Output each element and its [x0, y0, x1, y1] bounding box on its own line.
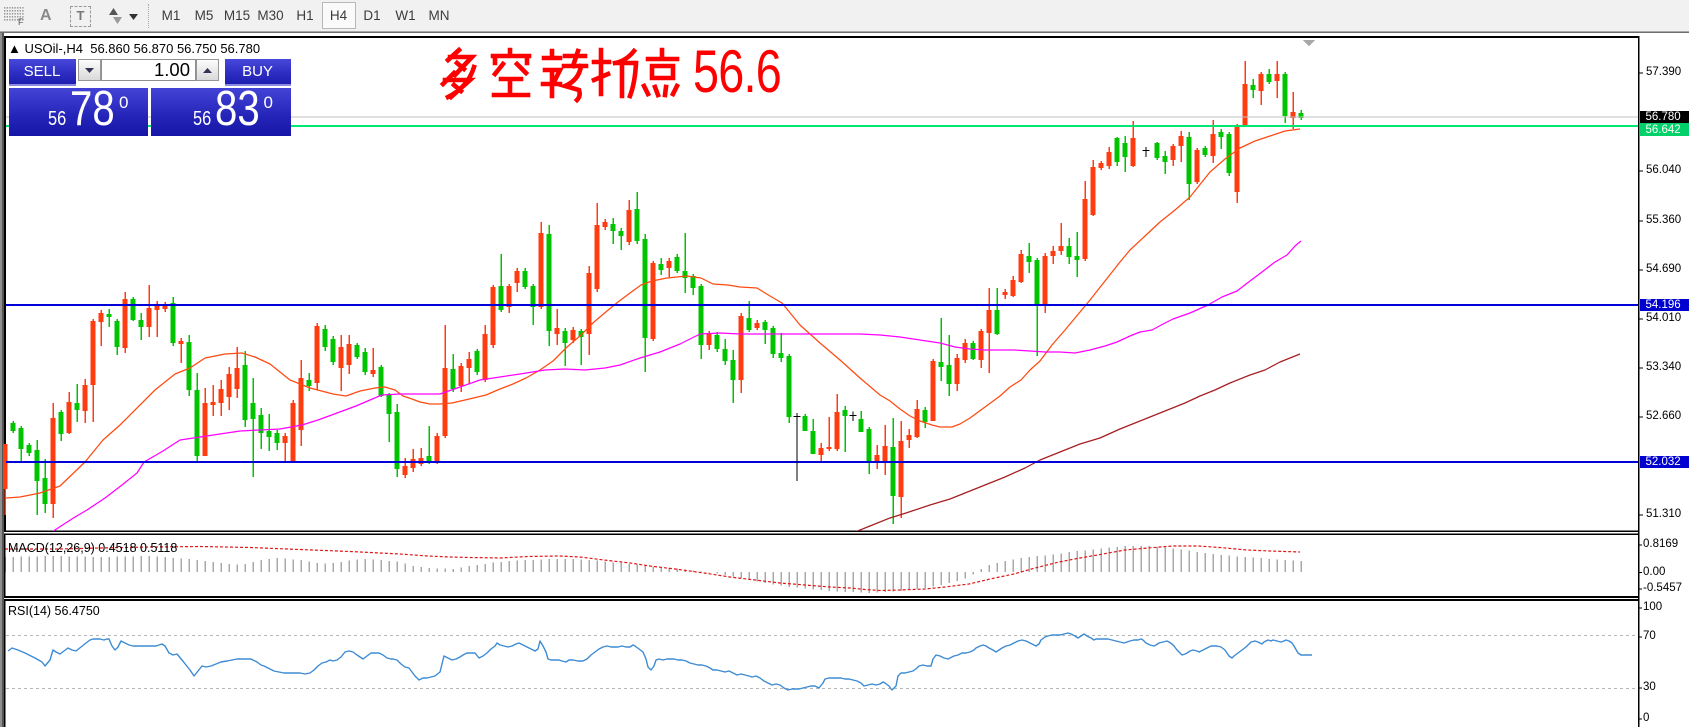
svg-text:F: F — [18, 17, 24, 26]
